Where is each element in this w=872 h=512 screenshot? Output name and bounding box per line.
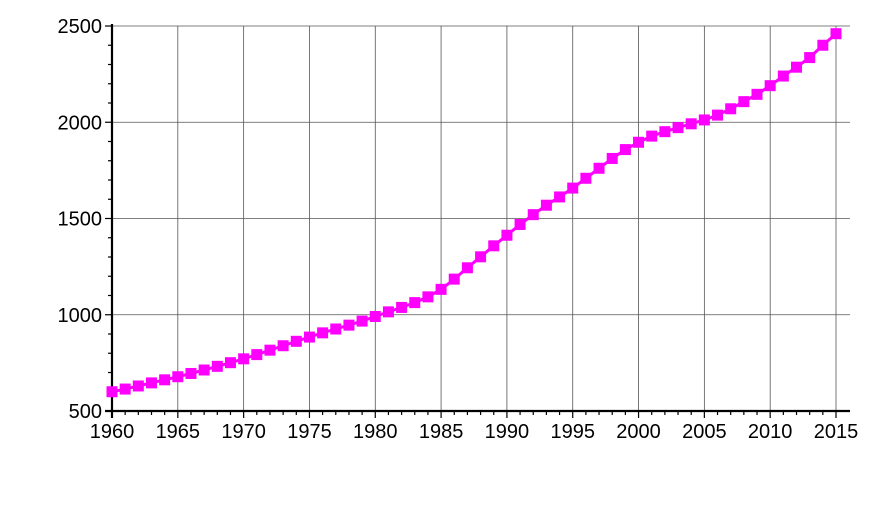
data-point-1965 (172, 371, 184, 383)
data-point-1967 (198, 364, 210, 376)
x-tick-label-1980: 1980 (353, 421, 398, 443)
data-point-1982 (396, 301, 408, 313)
y-tick-label-1000: 1000 (58, 305, 103, 327)
x-tick-label-2005: 2005 (682, 421, 727, 443)
data-point-1978 (343, 319, 355, 331)
data-point-1960 (106, 386, 118, 398)
tick-labels: 500 1000 1500 2000 2500 1960 1965 1970 1975 1980 1… (58, 16, 859, 443)
data-point-1995 (567, 182, 579, 194)
data-point-1989 (488, 240, 500, 252)
x-tick-label-1995: 1995 (550, 421, 595, 443)
data-point-1994 (554, 191, 566, 203)
data-point-1998 (606, 152, 618, 164)
data-series (106, 28, 842, 398)
data-point-1962 (132, 380, 144, 392)
data-point-1991 (514, 218, 526, 230)
data-point-2000 (633, 136, 645, 148)
data-point-1971 (251, 349, 263, 361)
data-point-1986 (448, 273, 460, 285)
data-point-2011 (777, 70, 789, 82)
data-point-2006 (712, 109, 724, 121)
data-point-1999 (619, 144, 631, 156)
data-point-1987 (461, 262, 473, 274)
data-point-1973 (277, 340, 289, 352)
data-point-2009 (751, 88, 763, 100)
data-point-1977 (330, 323, 342, 335)
data-point-1984 (422, 291, 434, 303)
x-tick-label-1985: 1985 (419, 421, 464, 443)
data-point-1997 (593, 162, 605, 174)
x-tick-label-2000: 2000 (616, 421, 661, 443)
series-line-0 (111, 32, 837, 394)
data-point-2002 (659, 126, 671, 138)
data-point-1969 (224, 357, 236, 369)
x-tick-label-1990: 1990 (485, 421, 530, 443)
data-point-2012 (791, 61, 803, 73)
data-point-2003 (672, 122, 684, 134)
data-point-1988 (475, 251, 487, 263)
y-tick-label-2500: 2500 (58, 16, 103, 38)
data-point-1966 (185, 367, 197, 379)
x-tick-label-1970: 1970 (221, 421, 266, 443)
x-tick-label-2010: 2010 (748, 421, 793, 443)
data-point-1975 (303, 331, 315, 343)
data-point-1976 (317, 327, 329, 339)
x-tick-label-1960: 1960 (90, 421, 135, 443)
data-point-1996 (580, 172, 592, 184)
data-point-1990 (501, 229, 513, 241)
data-point-2008 (738, 96, 750, 108)
data-point-2005 (698, 114, 710, 126)
axes (105, 24, 850, 418)
data-point-2007 (725, 103, 737, 115)
data-point-1970 (238, 353, 250, 365)
data-point-1964 (159, 374, 171, 386)
y-tick-label-1500: 1500 (58, 209, 103, 231)
data-point-2010 (764, 80, 776, 92)
data-point-1993 (540, 199, 552, 211)
data-point-2013 (804, 52, 816, 64)
data-point-1985 (435, 283, 447, 295)
data-point-2014 (817, 39, 829, 51)
y-tick-label-500: 500 (69, 401, 102, 423)
data-point-1968 (211, 360, 223, 372)
x-tick-label-2015: 2015 (814, 421, 859, 443)
data-point-1992 (527, 209, 539, 221)
data-point-1981 (382, 306, 394, 318)
data-point-1980 (369, 310, 381, 322)
y-tick-label-2000: 2000 (58, 112, 103, 134)
data-point-1983 (409, 297, 421, 309)
data-point-2001 (646, 130, 658, 142)
data-point-1974 (290, 335, 302, 347)
x-tick-label-1965: 1965 (156, 421, 201, 443)
data-point-1961 (119, 383, 131, 395)
data-point-1972 (264, 344, 276, 356)
data-point-2004 (685, 118, 697, 130)
data-point-2015 (830, 28, 842, 40)
x-tick-label-1975: 1975 (287, 421, 332, 443)
data-point-1963 (145, 377, 157, 389)
gridlines (112, 25, 850, 411)
data-point-1979 (356, 315, 368, 327)
